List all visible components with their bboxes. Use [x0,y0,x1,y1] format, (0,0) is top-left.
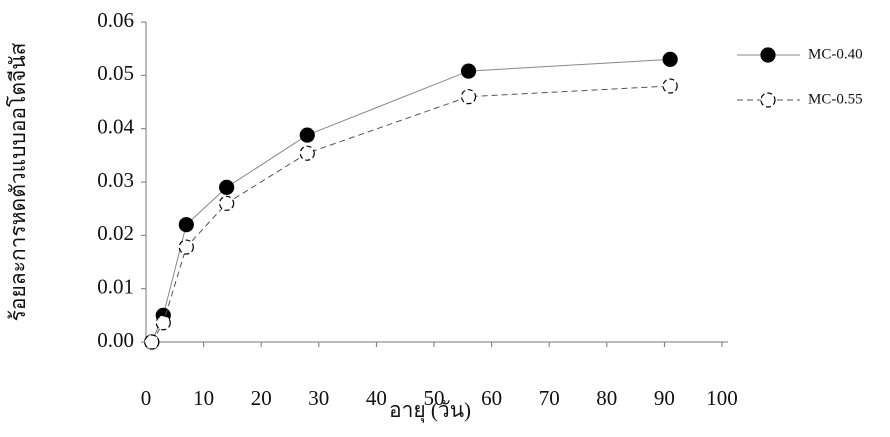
x-tick-label: 20 [251,386,272,410]
series-line [152,86,670,342]
marker [220,196,234,210]
y-tick-label: 0.05 [97,61,134,85]
y-tick-label: 0.04 [97,114,134,138]
legend-label: MC-0.40 [808,46,863,62]
x-tick-label: 100 [706,386,738,410]
marker [300,146,314,160]
x-tick-label: 40 [366,386,387,410]
y-tick-label: 0.03 [97,168,134,192]
x-tick-label: 80 [596,386,617,410]
legend-marker [761,93,775,107]
x-tick-label: 90 [654,386,675,410]
y-tick-label: 0.06 [97,8,134,32]
legend-label: MC-0.55 [808,91,863,107]
chart: อายุ (วัน) ร้อยละการหดตัวแบบออโตจีนัส 0.… [0,0,890,437]
x-tick-label: 60 [481,386,502,410]
y-tick-label: 0.01 [97,274,134,298]
marker [663,79,677,93]
marker [156,316,170,330]
y-tick-label: 0.00 [97,328,134,352]
x-tick-label: 50 [424,386,445,410]
marker [462,90,476,104]
marker [145,335,159,349]
marker [179,240,193,254]
x-tick-label: 0 [141,386,152,410]
x-tick-label: 10 [193,386,214,410]
legend-marker [761,48,775,62]
marker [220,180,234,194]
x-tick-label: 70 [539,386,560,410]
marker [663,52,677,66]
x-tick-label: 30 [308,386,329,410]
marker [179,218,193,232]
y-axis-title: ร้อยละการหดตัวแบบออโตจีนัส [6,42,30,321]
marker [300,128,314,142]
marker [462,64,476,78]
y-tick-label: 0.02 [97,221,134,245]
